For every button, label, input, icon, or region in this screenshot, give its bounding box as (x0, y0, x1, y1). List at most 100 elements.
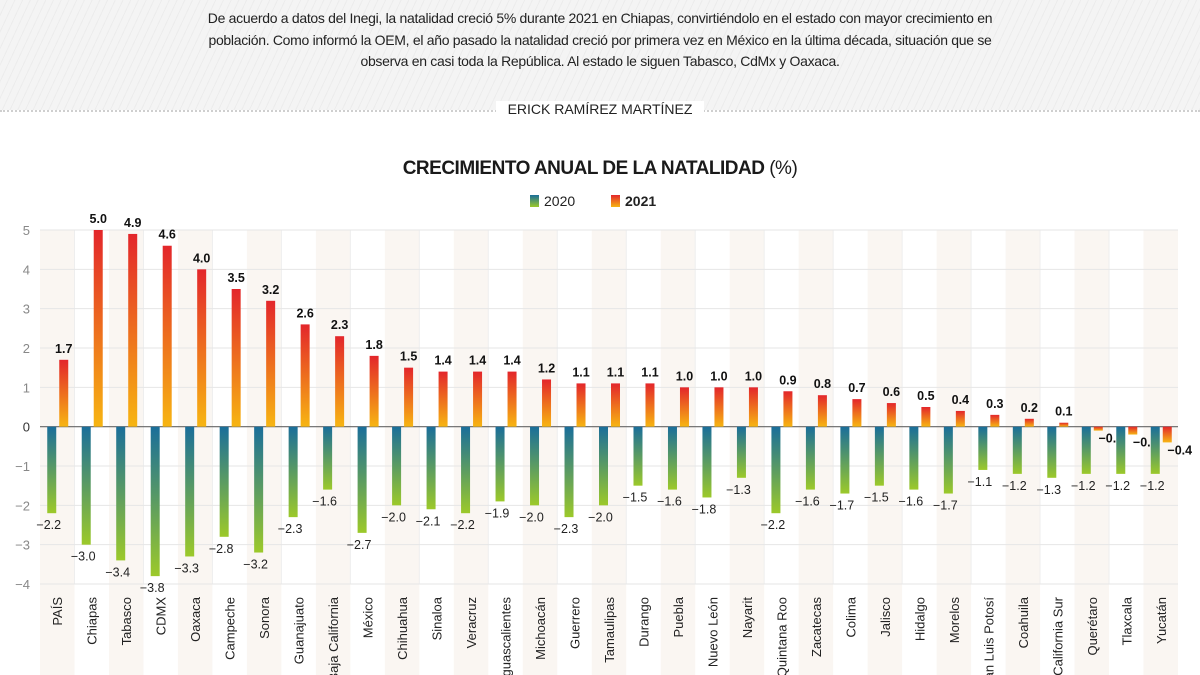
data-label-2020: −3.4 (105, 565, 130, 579)
data-label-2020: −1.5 (623, 491, 648, 505)
x-category-label: Puebla (671, 596, 686, 637)
bar-2021 (542, 379, 552, 427)
bar-2020 (254, 426, 264, 553)
bar-2020 (874, 426, 884, 486)
data-label-2020: −2.0 (519, 510, 544, 524)
data-label-2021: 0.3 (986, 397, 1003, 411)
bar-2020 (116, 426, 126, 561)
bar-2020 (1081, 426, 1091, 474)
data-label-2021: 1.4 (434, 354, 451, 368)
legend-label-2021: 2021 (625, 193, 656, 209)
x-category-label: Colima (843, 596, 858, 637)
x-category-label: Nayarit (740, 597, 755, 639)
data-label-2021: 4.9 (124, 216, 141, 230)
y-tick-label: 5 (23, 223, 30, 238)
data-label-2020: −1.5 (864, 491, 889, 505)
bar-2021 (335, 336, 345, 427)
data-label-2020: −2.8 (209, 542, 234, 556)
x-category-label: Baja California (326, 596, 341, 675)
x-category-label: Quintana Roo (774, 597, 789, 675)
data-label-2020: −2.3 (278, 522, 303, 536)
data-label-2020: −2.3 (554, 522, 579, 536)
data-label-2020: −1.2 (1140, 479, 1165, 493)
bar-2020 (943, 426, 953, 494)
x-category-label: Tabasco (119, 597, 134, 645)
bar-2020 (667, 426, 677, 490)
data-label-2021: 0.1 (1055, 405, 1072, 419)
x-category-label: Michoacán (533, 597, 548, 660)
bar-2020 (150, 426, 160, 577)
data-label-2020: −1.7 (933, 499, 958, 513)
x-category-label: San Luis Potosí (981, 597, 996, 675)
column-band (177, 230, 213, 675)
data-label-2021: 3.5 (227, 271, 244, 285)
byline: ERICK RAMÍREZ MARTÍNEZ (0, 101, 1200, 117)
data-label-2020: −2.2 (36, 518, 61, 532)
bar-2020 (633, 426, 643, 486)
bar-2021 (128, 233, 138, 427)
column-band (40, 230, 75, 675)
x-category-label: Nuevo León (705, 597, 720, 667)
bar-2021 (576, 383, 586, 427)
data-label-2021: 1.1 (572, 365, 589, 379)
y-tick-label: 3 (23, 302, 30, 317)
bar-2020 (357, 426, 367, 533)
x-category-label: México (361, 597, 376, 638)
bar-2020 (530, 426, 540, 506)
column-band (108, 230, 144, 675)
data-label-2021: 0.5 (917, 389, 934, 403)
bar-2020 (495, 426, 505, 502)
bar-2020 (1150, 426, 1160, 474)
bar-2021 (404, 367, 414, 427)
data-label-2021: 0.2 (1021, 401, 1038, 415)
data-label-2021: 1.0 (676, 369, 693, 383)
data-label-2020: −3.2 (243, 558, 268, 572)
bar-2021 (59, 359, 69, 427)
x-category-label: Jalisco (878, 597, 893, 637)
x-category-label: Campeche (223, 597, 238, 660)
bar-2020 (185, 426, 195, 557)
data-label-2021: 3.2 (262, 283, 279, 297)
data-label-2020: −3.0 (71, 550, 96, 564)
x-category-label: Chiapas (85, 597, 100, 645)
data-label-2021: 0.4 (952, 393, 969, 407)
data-label-2021: 1.0 (710, 369, 727, 383)
y-tick-label: 0 (23, 420, 30, 435)
data-label-2021: 1.1 (641, 365, 658, 379)
x-category-label: Sonora (257, 596, 272, 639)
bar-2021 (300, 324, 310, 427)
data-label-2021: 1.8 (365, 338, 382, 352)
data-label-2020: −1.3 (1036, 483, 1061, 497)
data-label-2021: 1.2 (538, 361, 555, 375)
data-label-2020: −1.2 (1105, 479, 1130, 493)
bar-2021 (473, 371, 483, 427)
data-label-2020: −3.8 (140, 581, 165, 595)
data-label-2020: −2.1 (416, 514, 441, 528)
data-label-2021: 1.4 (503, 354, 520, 368)
legend-swatch-2021 (611, 195, 620, 207)
bar-2021 (921, 407, 931, 427)
bar-2021 (1162, 426, 1172, 443)
bar-2020 (461, 426, 471, 514)
data-label-2021: 5.0 (90, 212, 107, 226)
data-label-2020: −1.3 (726, 483, 751, 497)
x-category-label: Oaxaca (188, 596, 203, 642)
bar-2020 (47, 426, 57, 514)
intro-text: De acuerdo a datos del Inegi, la natalid… (207, 10, 993, 69)
data-label-2020: −1.1 (967, 475, 992, 489)
data-label-2020: −1.9 (485, 506, 510, 520)
data-label-2020: −1.6 (899, 495, 924, 509)
column-band (867, 230, 903, 675)
bar-2021 (679, 387, 689, 427)
data-label-2021: 1.1 (607, 365, 624, 379)
bar-2021 (817, 395, 827, 427)
bar-2021 (231, 289, 241, 427)
data-label-2020: −1.7 (830, 499, 855, 513)
x-category-label: Baja California Sur (1050, 596, 1065, 675)
bar-2021 (852, 399, 862, 427)
bar-2020 (840, 426, 850, 494)
column-band (660, 230, 696, 675)
bar-2021 (507, 371, 517, 427)
data-label-2020: −2.2 (761, 518, 786, 532)
bar-2020 (1116, 426, 1126, 474)
